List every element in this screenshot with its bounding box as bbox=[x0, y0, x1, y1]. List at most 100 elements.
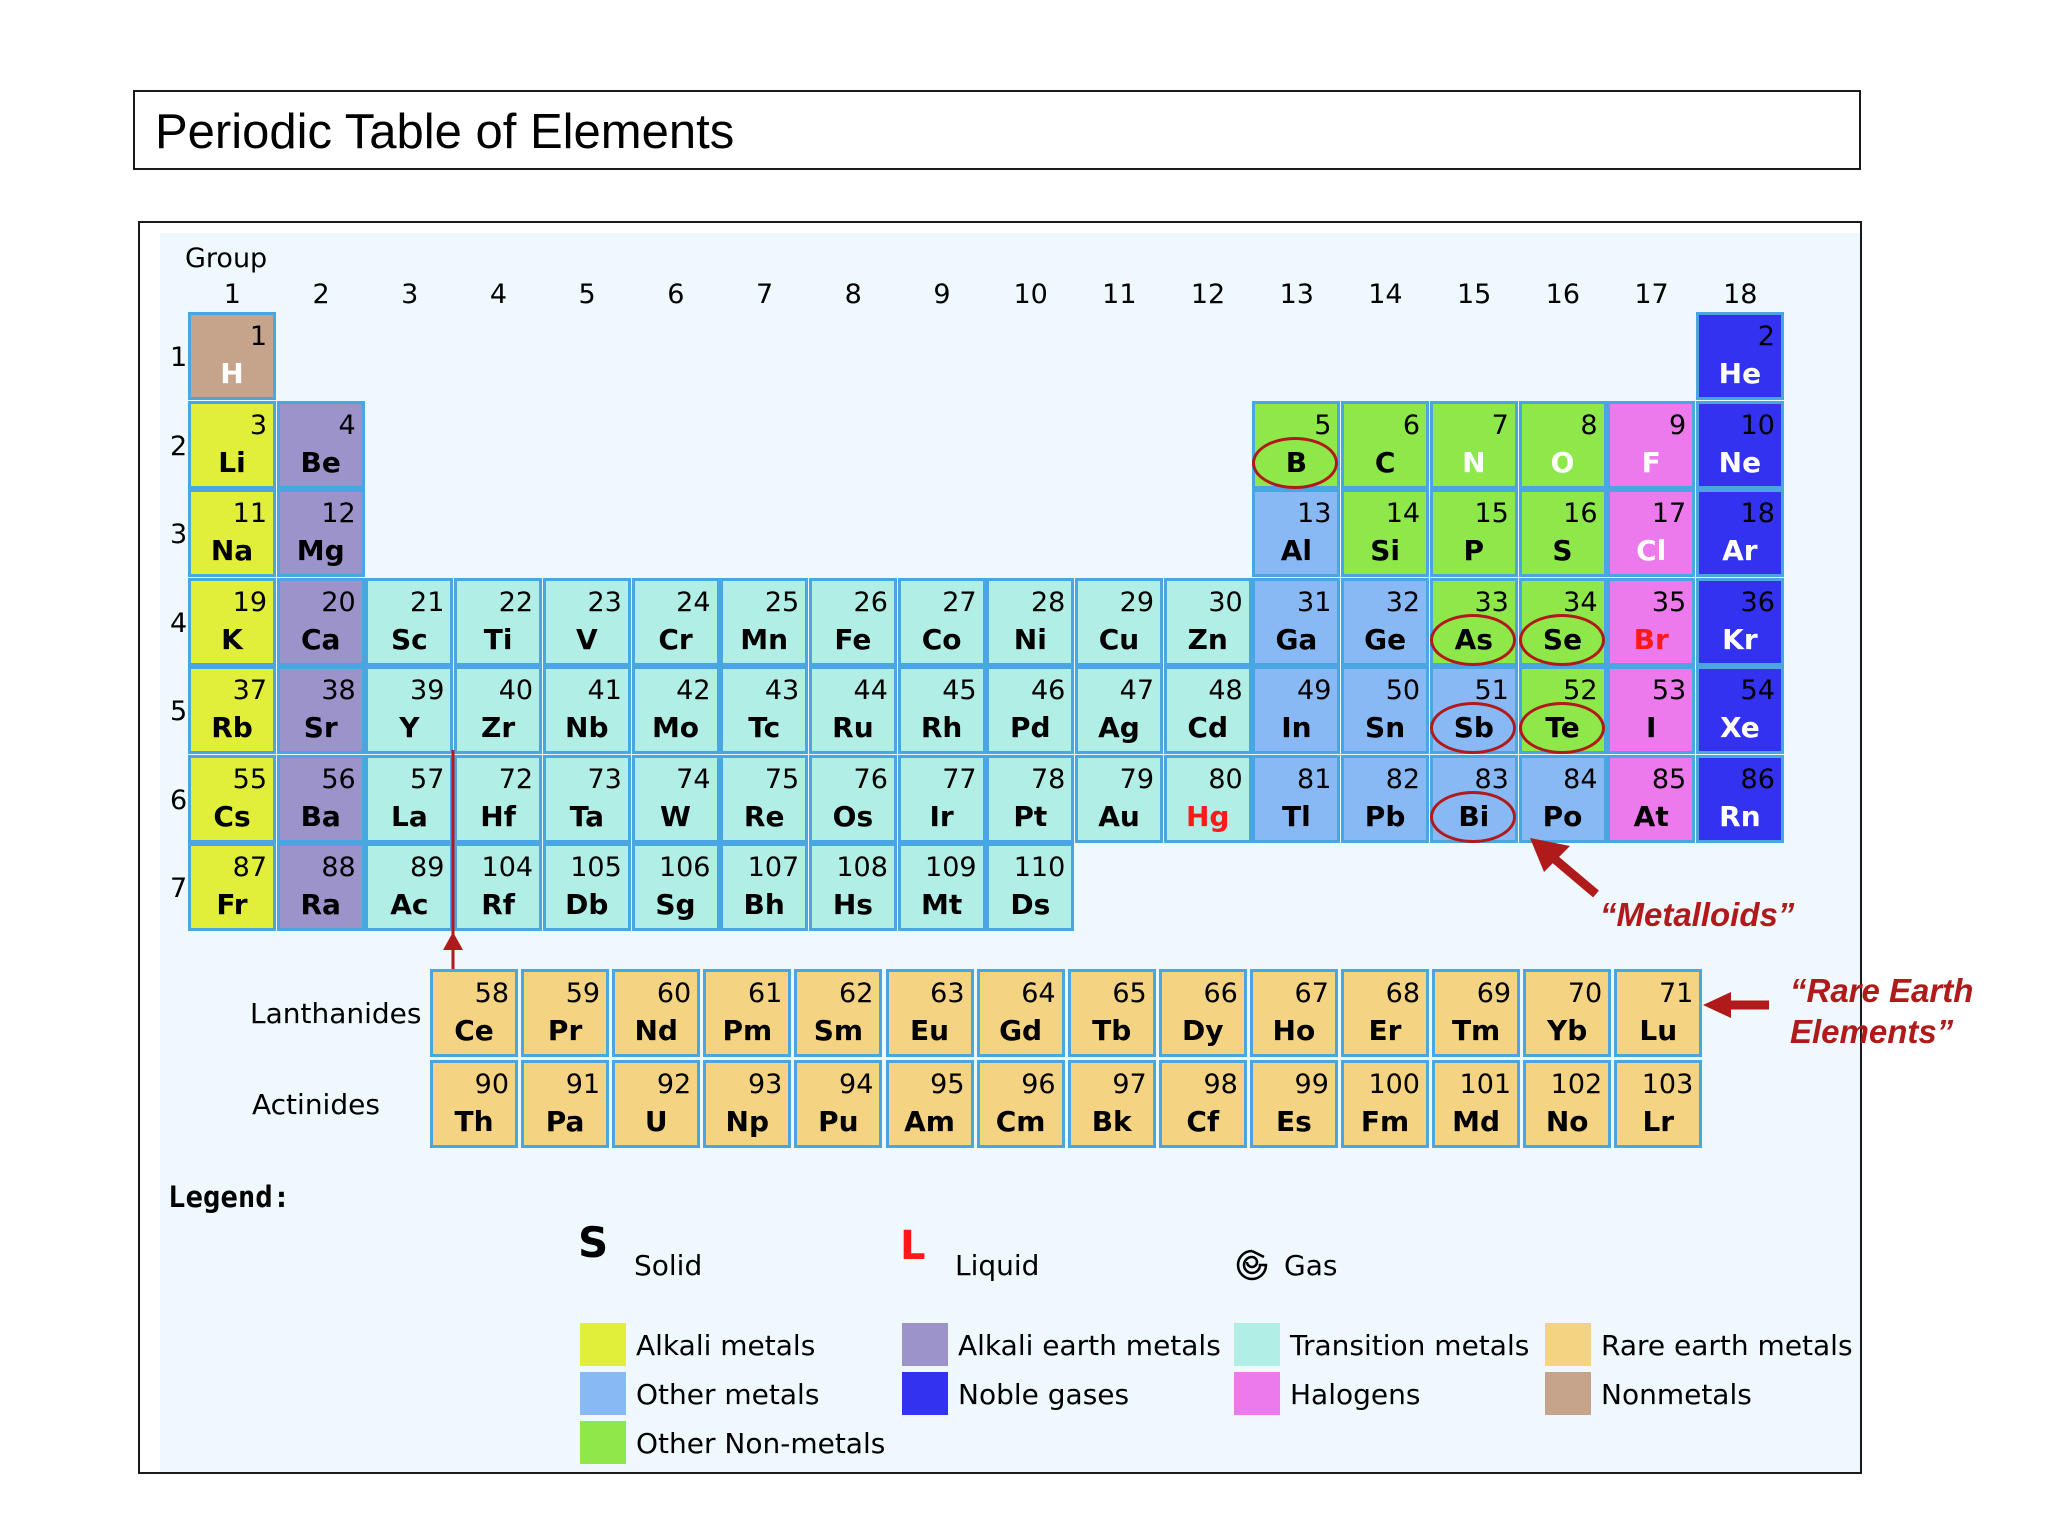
element-cell-cm[interactable]: 96 Cm bbox=[976, 1060, 1065, 1148]
element-cell-cd[interactable]: 48 Cd bbox=[1163, 666, 1252, 754]
element-cell-pu[interactable]: 94 Pu bbox=[794, 1060, 883, 1148]
element-cell-v[interactable]: 23 V bbox=[542, 577, 631, 666]
element-cell-kr[interactable]: 36 Kr bbox=[1695, 577, 1784, 666]
element-cell-pa[interactable]: 91 Pa bbox=[521, 1060, 610, 1148]
element-cell-ga[interactable]: 31 Ga bbox=[1252, 577, 1341, 666]
element-cell-bh[interactable]: 107 Bh bbox=[720, 843, 809, 931]
element-cell-sn[interactable]: 50 Sn bbox=[1341, 666, 1430, 754]
element-cell-mt[interactable]: 109 Mt bbox=[897, 843, 986, 931]
element-cell-sg[interactable]: 106 Sg bbox=[631, 843, 720, 931]
element-cell-na[interactable]: 11 Na bbox=[188, 489, 276, 577]
element-cell-pr[interactable]: 59 Pr bbox=[521, 969, 610, 1057]
element-cell-sc[interactable]: 21 Sc bbox=[365, 577, 454, 666]
element-cell-rh[interactable]: 45 Rh bbox=[897, 666, 986, 754]
element-cell-es[interactable]: 99 Es bbox=[1249, 1060, 1338, 1148]
element-cell-at[interactable]: 85 At bbox=[1607, 754, 1696, 843]
element-cell-po[interactable]: 84 Po bbox=[1518, 754, 1607, 843]
element-cell-rb[interactable]: 37 Rb bbox=[188, 666, 276, 754]
element-cell-li[interactable]: 3 Li bbox=[188, 400, 276, 489]
element-cell-cu[interactable]: 29 Cu bbox=[1075, 577, 1163, 666]
element-cell-pd[interactable]: 46 Pd bbox=[986, 666, 1075, 754]
element-cell-mg[interactable]: 12 Mg bbox=[276, 489, 365, 577]
element-cell-co[interactable]: 27 Co bbox=[897, 577, 986, 666]
element-cell-lr[interactable]: 103 Lr bbox=[1614, 1060, 1703, 1148]
element-cell-yb[interactable]: 70 Yb bbox=[1523, 969, 1612, 1057]
element-cell-nd[interactable]: 60 Nd bbox=[612, 969, 701, 1057]
element-cell-si[interactable]: 14 Si bbox=[1341, 489, 1430, 577]
element-cell-tb[interactable]: 65 Tb bbox=[1067, 969, 1156, 1057]
element-cell-np[interactable]: 93 Np bbox=[703, 1060, 792, 1148]
element-cell-w[interactable]: 74 W bbox=[631, 754, 720, 843]
element-cell-in[interactable]: 49 In bbox=[1252, 666, 1341, 754]
element-cell-ba[interactable]: 56 Ba bbox=[276, 754, 365, 843]
element-cell-he[interactable]: 2 He bbox=[1695, 312, 1784, 400]
element-cell-fm[interactable]: 100 Fm bbox=[1341, 1060, 1429, 1148]
element-cell-bk[interactable]: 97 Bk bbox=[1067, 1060, 1156, 1148]
element-cell-gd[interactable]: 64 Gd bbox=[976, 969, 1065, 1057]
element-cell-lu[interactable]: 71 Lu bbox=[1614, 969, 1703, 1057]
element-cell-md[interactable]: 101 Md bbox=[1432, 1060, 1521, 1148]
element-cell-nb[interactable]: 41 Nb bbox=[542, 666, 631, 754]
element-cell-fe[interactable]: 26 Fe bbox=[808, 577, 897, 666]
element-cell-u[interactable]: 92 U bbox=[612, 1060, 701, 1148]
element-cell-s[interactable]: 16 S bbox=[1518, 489, 1607, 577]
element-cell-pt[interactable]: 78 Pt bbox=[986, 754, 1075, 843]
element-cell-ca[interactable]: 20 Ca bbox=[276, 577, 365, 666]
element-cell-ti[interactable]: 22 Ti bbox=[454, 577, 543, 666]
element-cell-pb[interactable]: 82 Pb bbox=[1341, 754, 1430, 843]
element-cell-pm[interactable]: 61 Pm bbox=[703, 969, 792, 1057]
element-cell-hg[interactable]: 80 Hg bbox=[1163, 754, 1252, 843]
element-cell-am[interactable]: 95 Am bbox=[885, 1060, 974, 1148]
element-cell-sr[interactable]: 38 Sr bbox=[276, 666, 365, 754]
element-cell-cr[interactable]: 24 Cr bbox=[631, 577, 720, 666]
element-cell-al[interactable]: 13 Al bbox=[1252, 489, 1341, 577]
element-cell-th[interactable]: 90 Th bbox=[430, 1060, 518, 1148]
element-cell-ce[interactable]: 58 Ce bbox=[430, 969, 518, 1057]
element-cell-mo[interactable]: 42 Mo bbox=[631, 666, 720, 754]
element-cell-cf[interactable]: 98 Cf bbox=[1158, 1060, 1247, 1148]
element-cell-rf[interactable]: 104 Rf bbox=[454, 843, 543, 931]
element-cell-tl[interactable]: 81 Tl bbox=[1252, 754, 1341, 843]
element-cell-ho[interactable]: 67 Ho bbox=[1249, 969, 1338, 1057]
element-cell-ni[interactable]: 28 Ni bbox=[986, 577, 1075, 666]
element-cell-cl[interactable]: 17 Cl bbox=[1607, 489, 1696, 577]
element-cell-no[interactable]: 102 No bbox=[1523, 1060, 1612, 1148]
element-cell-re[interactable]: 75 Re bbox=[720, 754, 809, 843]
element-cell-ge[interactable]: 32 Ge bbox=[1341, 577, 1430, 666]
element-cell-zr[interactable]: 40 Zr bbox=[454, 666, 543, 754]
element-cell-ds[interactable]: 110 Ds bbox=[986, 843, 1075, 931]
element-cell-au[interactable]: 79 Au bbox=[1075, 754, 1163, 843]
element-cell-y[interactable]: 39 Y bbox=[365, 666, 454, 754]
element-cell-xe[interactable]: 54 Xe bbox=[1695, 666, 1784, 754]
element-cell-ra[interactable]: 88 Ra bbox=[276, 843, 365, 931]
element-cell-fr[interactable]: 87 Fr bbox=[188, 843, 276, 931]
element-cell-ir[interactable]: 77 Ir bbox=[897, 754, 986, 843]
element-cell-ta[interactable]: 73 Ta bbox=[542, 754, 631, 843]
element-cell-dy[interactable]: 66 Dy bbox=[1158, 969, 1247, 1057]
element-cell-p[interactable]: 15 P bbox=[1429, 489, 1518, 577]
element-cell-i[interactable]: 53 I bbox=[1607, 666, 1696, 754]
element-cell-eu[interactable]: 63 Eu bbox=[885, 969, 974, 1057]
element-cell-ag[interactable]: 47 Ag bbox=[1075, 666, 1163, 754]
element-cell-mn[interactable]: 25 Mn bbox=[720, 577, 809, 666]
element-cell-cs[interactable]: 55 Cs bbox=[188, 754, 276, 843]
element-cell-k[interactable]: 19 K bbox=[188, 577, 276, 666]
element-cell-sm[interactable]: 62 Sm bbox=[794, 969, 883, 1057]
element-cell-be[interactable]: 4 Be bbox=[276, 400, 365, 489]
element-cell-ar[interactable]: 18 Ar bbox=[1695, 489, 1784, 577]
element-cell-tm[interactable]: 69 Tm bbox=[1432, 969, 1521, 1057]
element-cell-ru[interactable]: 44 Ru bbox=[808, 666, 897, 754]
element-cell-zn[interactable]: 30 Zn bbox=[1163, 577, 1252, 666]
element-cell-hs[interactable]: 108 Hs bbox=[808, 843, 897, 931]
element-cell-db[interactable]: 105 Db bbox=[542, 843, 631, 931]
element-cell-la[interactable]: 57 La bbox=[365, 754, 454, 843]
element-cell-rn[interactable]: 86 Rn bbox=[1695, 754, 1784, 843]
element-cell-hf[interactable]: 72 Hf bbox=[454, 754, 543, 843]
element-cell-tc[interactable]: 43 Tc bbox=[720, 666, 809, 754]
element-cell-br[interactable]: 35 Br bbox=[1607, 577, 1696, 666]
